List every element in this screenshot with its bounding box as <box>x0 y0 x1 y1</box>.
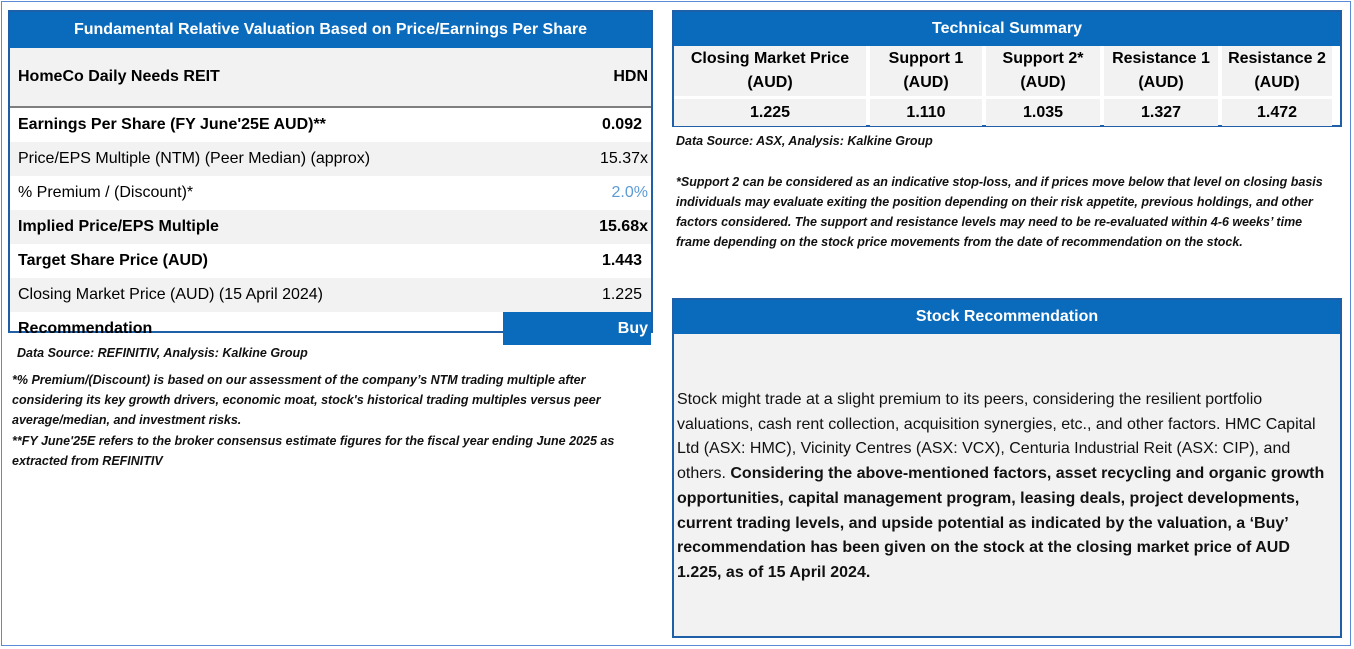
target-price-row: Target Share Price (AUD) 1.443 <box>10 244 651 278</box>
technical-summary-table: Technical Summary Closing Market Price (… <box>672 10 1342 127</box>
implied-pe-label: Implied Price/EPS Multiple <box>18 218 219 235</box>
tech-value: 1.472 <box>1222 99 1332 126</box>
technical-source: Data Source: ASX, Analysis: Kalkine Grou… <box>676 134 933 148</box>
recommendation-label: Recommendation <box>18 319 153 337</box>
technical-summary-title: Technical Summary <box>674 12 1340 46</box>
tech-value: 1.225 <box>674 99 866 126</box>
premium-value: 2.0% <box>611 184 648 201</box>
pe-multiple-row: Price/EPS Multiple (NTM) (Peer Median) (… <box>10 142 651 176</box>
tech-col-support-1: Support 1 (AUD) 1.110 <box>870 46 982 126</box>
recommendation-badge: Buy <box>503 312 651 345</box>
eps-label: Earnings Per Share (FY June'25E AUD)** <box>18 116 326 133</box>
tech-col-resistance-2: Resistance 2 (AUD) 1.472 <box>1222 46 1332 126</box>
tech-header: Closing Market Price (AUD) <box>674 46 866 96</box>
valuation-footnote-2: **FY June'25E refers to the broker conse… <box>12 434 615 468</box>
company-name: HomeCo Daily Needs REIT <box>18 68 220 85</box>
pe-multiple-label: Price/EPS Multiple (NTM) (Peer Median) (… <box>18 150 371 167</box>
tech-col-support-2: Support 2* (AUD) 1.035 <box>986 46 1100 126</box>
tech-value: 1.327 <box>1104 99 1218 126</box>
ticker: HDN <box>613 68 648 85</box>
valuation-title: Fundamental Relative Valuation Based on … <box>10 12 651 48</box>
closing-price-value: 1.225 <box>601 286 642 303</box>
closing-price-label: Closing Market Price (AUD) (15 April 202… <box>18 286 323 303</box>
technical-note: *Support 2 can be considered as an indic… <box>676 175 1323 249</box>
valuation-table: Fundamental Relative Valuation Based on … <box>8 10 653 345</box>
company-row: HomeCo Daily Needs REIT HDN <box>10 48 651 108</box>
tech-value: 1.110 <box>870 99 982 126</box>
tech-header: Support 2* (AUD) <box>986 46 1100 96</box>
premium-row: % Premium / (Discount)* 2.0% <box>10 176 651 210</box>
technical-grid: Closing Market Price (AUD) 1.225 Support… <box>674 46 1340 126</box>
tech-header: Support 1 (AUD) <box>870 46 982 96</box>
valuation-footnote-1: *% Premium/(Discount) is based on our as… <box>12 373 601 427</box>
eps-row: Earnings Per Share (FY June'25E AUD)** 0… <box>10 108 651 142</box>
implied-pe-value: 15.68x <box>599 218 648 235</box>
recommendation-row: Recommendation Buy <box>10 312 651 345</box>
tech-col-resistance-1: Resistance 1 (AUD) 1.327 <box>1104 46 1218 126</box>
eps-value: 0.092 <box>601 116 642 133</box>
tech-col-closing: Closing Market Price (AUD) 1.225 <box>674 46 866 126</box>
recommendation-text-bold: Considering the above-mentioned factors,… <box>677 465 1325 581</box>
stock-recommendation-text: Stock might trade at a slight premium to… <box>677 388 1337 586</box>
tech-header: Resistance 1 (AUD) <box>1104 46 1218 96</box>
closing-price-row: Closing Market Price (AUD) (15 April 202… <box>10 278 651 312</box>
tech-value: 1.035 <box>986 99 1100 126</box>
implied-pe-row: Implied Price/EPS Multiple 15.68x <box>10 210 651 244</box>
target-price-value: 1.443 <box>601 252 642 269</box>
tech-header: Resistance 2 (AUD) <box>1222 46 1332 96</box>
recommendation-text-plain: Stock might trade at a slight premium to… <box>677 391 1316 483</box>
pe-multiple-value: 15.37x <box>599 150 648 167</box>
valuation-source: Data Source: REFINITIV, Analysis: Kalkin… <box>17 346 308 360</box>
target-price-label: Target Share Price (AUD) <box>18 252 208 269</box>
stock-recommendation-title: Stock Recommendation <box>674 300 1340 334</box>
stock-recommendation-panel: Stock Recommendation Stock might trade a… <box>672 298 1342 638</box>
premium-label: % Premium / (Discount)* <box>18 184 194 201</box>
